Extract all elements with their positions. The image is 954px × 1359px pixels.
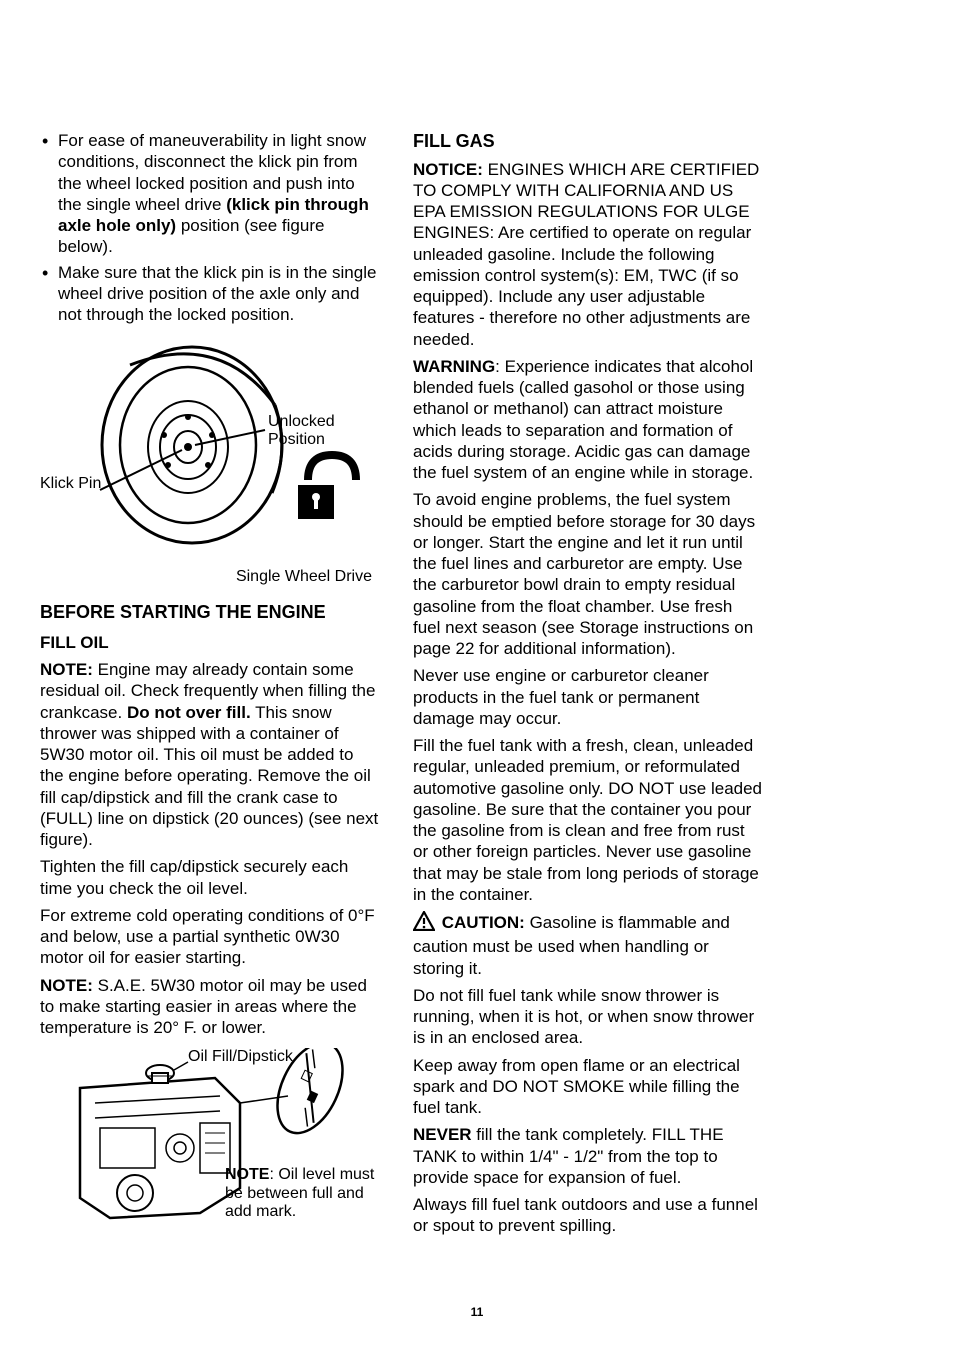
paragraph: Always fill fuel tank outdoors and use a… bbox=[413, 1194, 763, 1237]
fill-gas-heading: FILL GAS bbox=[413, 130, 763, 153]
paragraph-text: ENGINES WHICH ARE CERTIFIED TO COMPLY WI… bbox=[413, 160, 759, 349]
dipstick-label: Oil Fill/Dipstick bbox=[188, 1048, 293, 1066]
caution-label: CAUTION: bbox=[442, 913, 525, 932]
paragraph: NEVER fill the tank completely. FILL THE… bbox=[413, 1124, 763, 1188]
paragraph: Never use engine or carburetor cleaner p… bbox=[413, 665, 763, 729]
bullet-item: Make sure that the klick pin is in the s… bbox=[40, 262, 380, 326]
right-column: FILL GAS NOTICE: ENGINES WHICH ARE CERTI… bbox=[413, 130, 763, 1243]
paragraph: Do not fill fuel tank while snow thrower… bbox=[413, 985, 763, 1049]
unlocked-label: Unlocked bbox=[268, 413, 335, 431]
paragraph: NOTE: Engine may already contain some re… bbox=[40, 659, 380, 850]
paragraph: Keep away from open flame or an electric… bbox=[413, 1055, 763, 1119]
caution-triangle-icon bbox=[413, 911, 435, 936]
engine-figure: Oil Fill/Dipstick NOTE: Oil level must b… bbox=[40, 1048, 380, 1228]
note-bold: NOTE bbox=[225, 1166, 269, 1183]
never-label: NEVER bbox=[413, 1125, 472, 1144]
bullet-text: Make sure that the klick pin is in the s… bbox=[58, 263, 376, 325]
paragraph: Tighten the fill cap/dipstick securely e… bbox=[40, 856, 380, 899]
left-column: For ease of maneuverability in light sno… bbox=[40, 130, 380, 1243]
paragraph: For extreme cold operating conditions of… bbox=[40, 905, 380, 969]
bold-text: Do not over fill. bbox=[127, 703, 251, 722]
page-number: 11 bbox=[0, 1305, 954, 1319]
engine-note: NOTE: Oil level must be between full and… bbox=[225, 1166, 380, 1221]
paragraph: NOTICE: ENGINES WHICH ARE CERTIFIED TO C… bbox=[413, 159, 763, 350]
bullet-item: For ease of maneuverability in light sno… bbox=[40, 130, 380, 258]
position-label: Position bbox=[268, 431, 325, 449]
paragraph: Fill the fuel tank with a fresh, clean, … bbox=[413, 735, 763, 905]
note-label: NOTE: bbox=[40, 660, 93, 679]
paragraph: To avoid engine problems, the fuel syste… bbox=[413, 489, 763, 659]
paragraph: CAUTION: Gasoline is flammable and cauti… bbox=[413, 911, 763, 979]
wheel-figure: Klick Pin Unlocked Position bbox=[40, 335, 370, 565]
paragraph: NOTE: S.A.E. 5W30 motor oil may be used … bbox=[40, 975, 380, 1039]
before-starting-heading: BEFORE STARTING THE ENGINE bbox=[40, 601, 380, 624]
two-column-layout: For ease of maneuverability in light sno… bbox=[40, 130, 914, 1243]
notice-label: NOTICE: bbox=[413, 160, 483, 179]
wheel-diagram-svg bbox=[40, 335, 370, 565]
paragraph-text: This snow thrower was shipped with a con… bbox=[40, 703, 378, 850]
warning-label: WARNING bbox=[413, 357, 495, 376]
paragraph: WARNING: Experience indicates that alcoh… bbox=[413, 356, 763, 484]
klick-pin-label: Klick Pin bbox=[40, 475, 101, 493]
note-label: NOTE: bbox=[40, 976, 93, 995]
manual-page: For ease of maneuverability in light sno… bbox=[0, 0, 954, 1359]
wheel-caption: Single Wheel Drive bbox=[40, 567, 380, 587]
bullet-list: For ease of maneuverability in light sno… bbox=[40, 130, 380, 325]
fill-oil-heading: FILL OIL bbox=[40, 632, 380, 653]
